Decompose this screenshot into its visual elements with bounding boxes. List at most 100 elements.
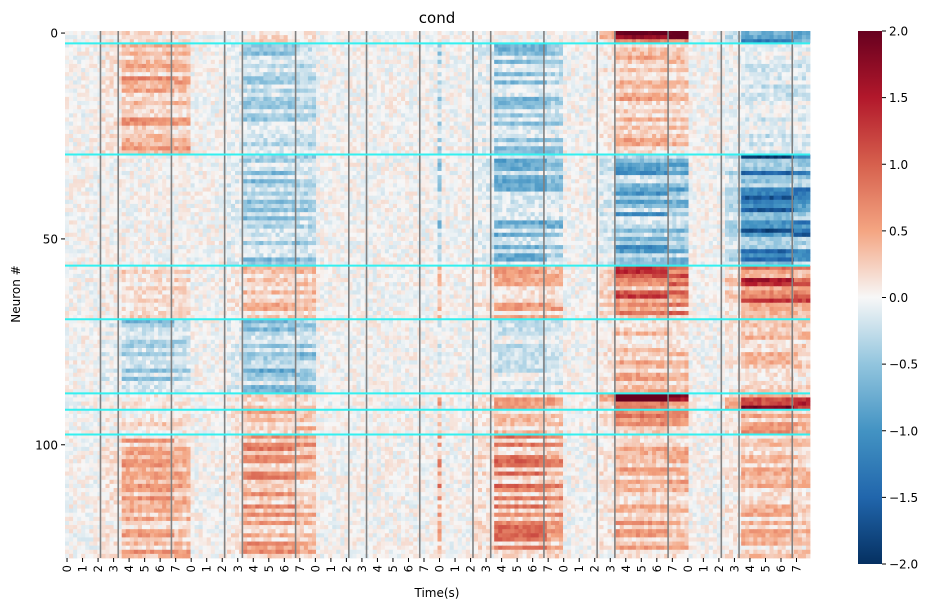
heatmap-cell — [295, 68, 301, 73]
heatmap-cell — [368, 96, 374, 102]
heatmap-cell — [583, 55, 588, 61]
heatmap-cell — [437, 129, 442, 135]
heatmap-cell — [461, 72, 467, 77]
heatmap-cell — [704, 31, 710, 36]
heatmap-cell — [700, 39, 706, 44]
heatmap-cell — [656, 88, 661, 94]
heatmap-cell — [498, 92, 503, 98]
heatmap-cell — [247, 138, 252, 143]
heatmap-cell — [550, 138, 556, 143]
heatmap-cell — [571, 35, 576, 40]
heatmap-cell — [101, 51, 106, 57]
heatmap-cell — [656, 92, 661, 98]
heatmap-cell — [166, 80, 171, 85]
heatmap-cell — [538, 51, 544, 57]
heatmap-cell — [109, 55, 114, 61]
heatmap-cell — [113, 117, 119, 122]
heatmap-cell — [684, 68, 689, 73]
heatmap-cell — [336, 68, 341, 73]
heatmap-cell — [279, 142, 285, 147]
heatmap-cell — [567, 133, 572, 139]
heatmap-cell — [575, 68, 580, 73]
heatmap-cell — [409, 142, 414, 147]
heatmap-cell — [473, 39, 479, 44]
heatmap-cell — [631, 72, 637, 77]
heatmap-cell — [639, 72, 645, 77]
heatmap-cell — [494, 80, 499, 85]
heatmap-cell — [356, 138, 361, 143]
heatmap-cell — [194, 72, 200, 77]
heatmap-cell — [741, 121, 746, 127]
heatmap-cell — [109, 39, 114, 44]
heatmap-cell — [73, 96, 78, 102]
heatmap-cell — [283, 117, 289, 122]
heatmap-cell — [741, 105, 746, 110]
heatmap-cell — [567, 47, 572, 52]
heatmap-cell — [510, 47, 515, 52]
heatmap-cell — [372, 121, 378, 127]
heatmap-cell — [352, 84, 357, 90]
heatmap-cell — [729, 125, 734, 131]
heatmap-cell — [340, 100, 345, 106]
heatmap-cell — [89, 113, 94, 118]
heatmap-cell — [352, 59, 357, 65]
heatmap-cell — [101, 76, 106, 81]
heatmap-cell — [303, 129, 313, 135]
heatmap-cell — [805, 59, 811, 65]
heatmap-cell — [340, 84, 345, 90]
heatmap-cell — [186, 47, 191, 52]
heatmap-cell — [749, 55, 754, 61]
heatmap-cell — [397, 84, 402, 90]
heatmap-cell — [291, 129, 297, 135]
heatmap-cell — [437, 59, 442, 65]
heatmap-cell — [303, 113, 309, 118]
heatmap-cell — [769, 129, 774, 135]
heatmap-cell — [121, 125, 127, 131]
heatmap-cell — [765, 92, 770, 98]
heatmap-cell — [336, 59, 341, 65]
heatmap-cell — [299, 121, 305, 127]
heatmap-cell — [202, 80, 208, 85]
heatmap-cell — [615, 125, 621, 131]
heatmap-cell — [477, 133, 483, 139]
heatmap-cell — [652, 43, 657, 48]
heatmap-cell — [243, 51, 248, 57]
heatmap-cell — [77, 117, 82, 122]
heatmap-cell — [97, 121, 102, 127]
heatmap-cell — [700, 51, 706, 57]
heatmap-cell — [113, 55, 119, 61]
heatmap-cell — [514, 63, 519, 69]
heatmap-cell — [226, 113, 232, 118]
heatmap-cell — [332, 63, 337, 69]
heatmap-cell — [275, 47, 280, 52]
heatmap-cell — [275, 51, 280, 57]
heatmap-cell — [320, 138, 329, 143]
heatmap-cell — [708, 76, 714, 81]
heatmap-cell — [182, 84, 187, 90]
heatmap-cell — [170, 133, 175, 139]
heatmap-cell — [534, 117, 540, 122]
heatmap-cell — [579, 113, 584, 118]
heatmap-cell — [465, 63, 471, 69]
heatmap-cell — [534, 138, 540, 143]
heatmap-cell — [421, 92, 426, 98]
heatmap-cell — [255, 142, 260, 147]
heatmap-cell — [648, 76, 653, 81]
heatmap-cell — [271, 55, 276, 61]
heatmap-cell — [283, 51, 289, 57]
heatmap-cell — [271, 43, 276, 48]
heatmap-cell — [506, 88, 511, 94]
heatmap-cell — [777, 133, 783, 139]
heatmap-cell — [733, 84, 738, 90]
heatmap-cell — [401, 35, 406, 40]
heatmap-cell — [494, 63, 499, 69]
heatmap-cell — [320, 109, 325, 114]
heatmap-cell — [328, 113, 333, 118]
heatmap-cell — [409, 63, 414, 69]
heatmap-cell — [121, 35, 127, 40]
heatmap-cell — [777, 59, 783, 65]
heatmap-cell — [635, 59, 641, 65]
heatmap-cell — [299, 39, 305, 44]
heatmap-cell — [109, 51, 114, 57]
heatmap-cell — [235, 125, 240, 131]
